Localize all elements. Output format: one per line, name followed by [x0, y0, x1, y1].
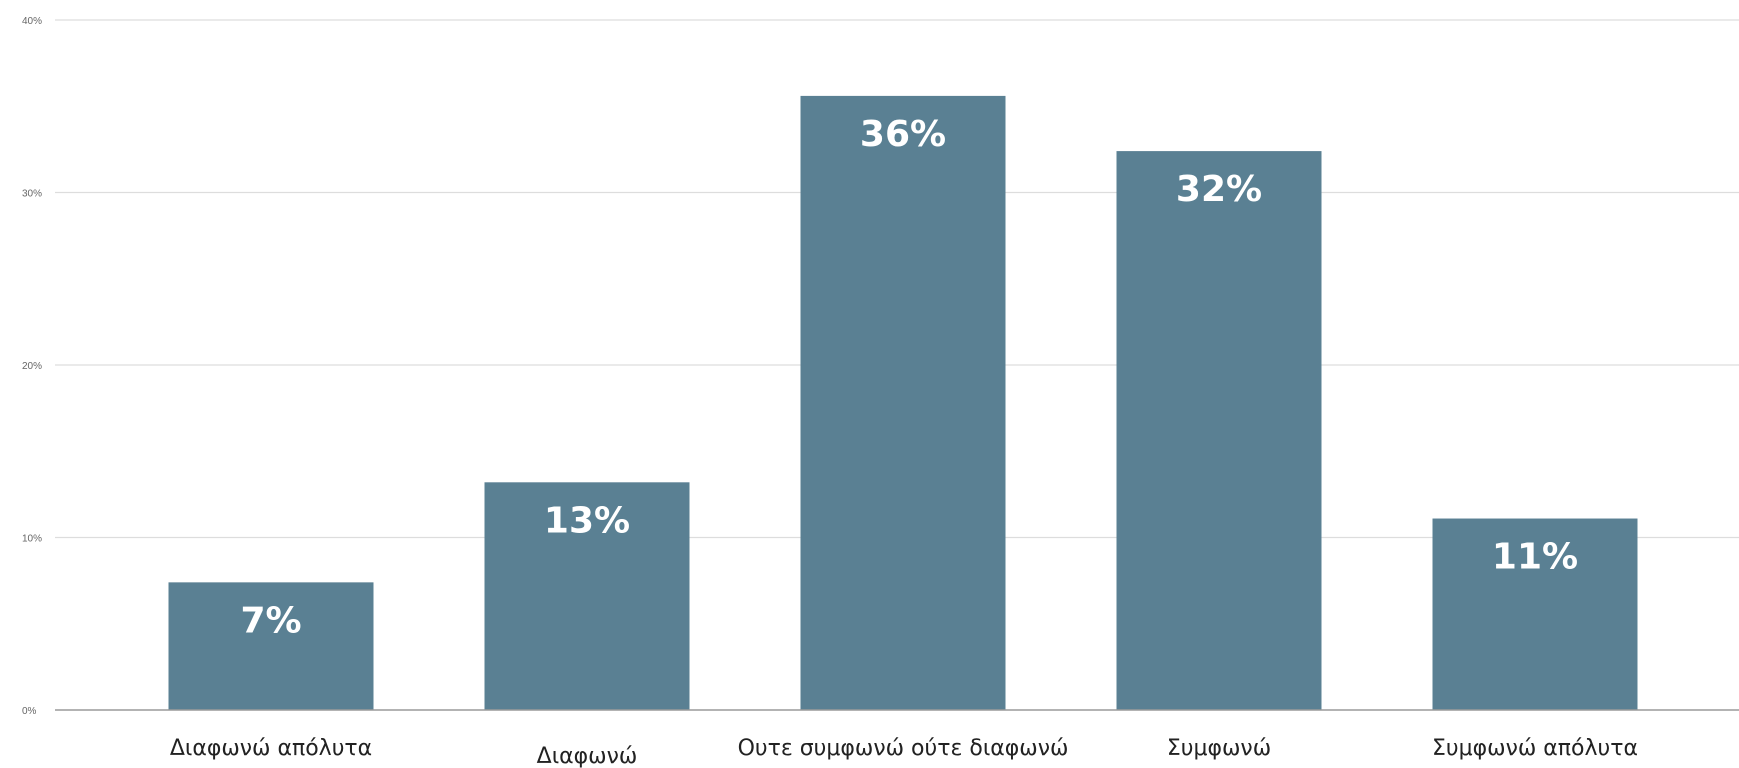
y-tick-label: 40% [22, 16, 42, 27]
bar-data-label: 32% [1176, 169, 1262, 210]
bar-data-label: 7% [240, 600, 301, 641]
y-tick-label: 30% [22, 189, 42, 200]
x-category-label: Συμφωνώ απόλυτα [1432, 736, 1638, 761]
bar-data-labels: 7% 13% 36% 32% 11% [240, 114, 1578, 641]
y-tick-label: 10% [22, 534, 42, 545]
x-category-label: Συμφωνώ [1167, 736, 1271, 761]
bar-data-label: 13% [544, 500, 630, 541]
y-tick-label: 20% [22, 361, 42, 372]
bar [168, 582, 374, 710]
y-tick-label: 0% [22, 706, 37, 717]
bar [1116, 151, 1322, 711]
bar-data-label: 11% [1492, 537, 1578, 578]
x-axis-labels: Διαφωνώ απόλυτα Διαφωνώ Ουτε συμφωνώ ούτε … [170, 736, 1638, 768]
x-category-label: Διαφωνώ απόλυτα [170, 736, 372, 761]
bars [168, 95, 1638, 711]
x-category-label: Διαφωνώ [537, 744, 638, 768]
bar [484, 482, 690, 710]
bar [1432, 518, 1638, 710]
bar-data-label: 36% [860, 114, 946, 155]
y-axis-ticks: 0% 10% 20% 30% 40% [22, 16, 42, 717]
x-category-label: Ουτε συμφωνώ ούτε διαφωνώ [738, 736, 1069, 761]
bar [800, 95, 1006, 710]
